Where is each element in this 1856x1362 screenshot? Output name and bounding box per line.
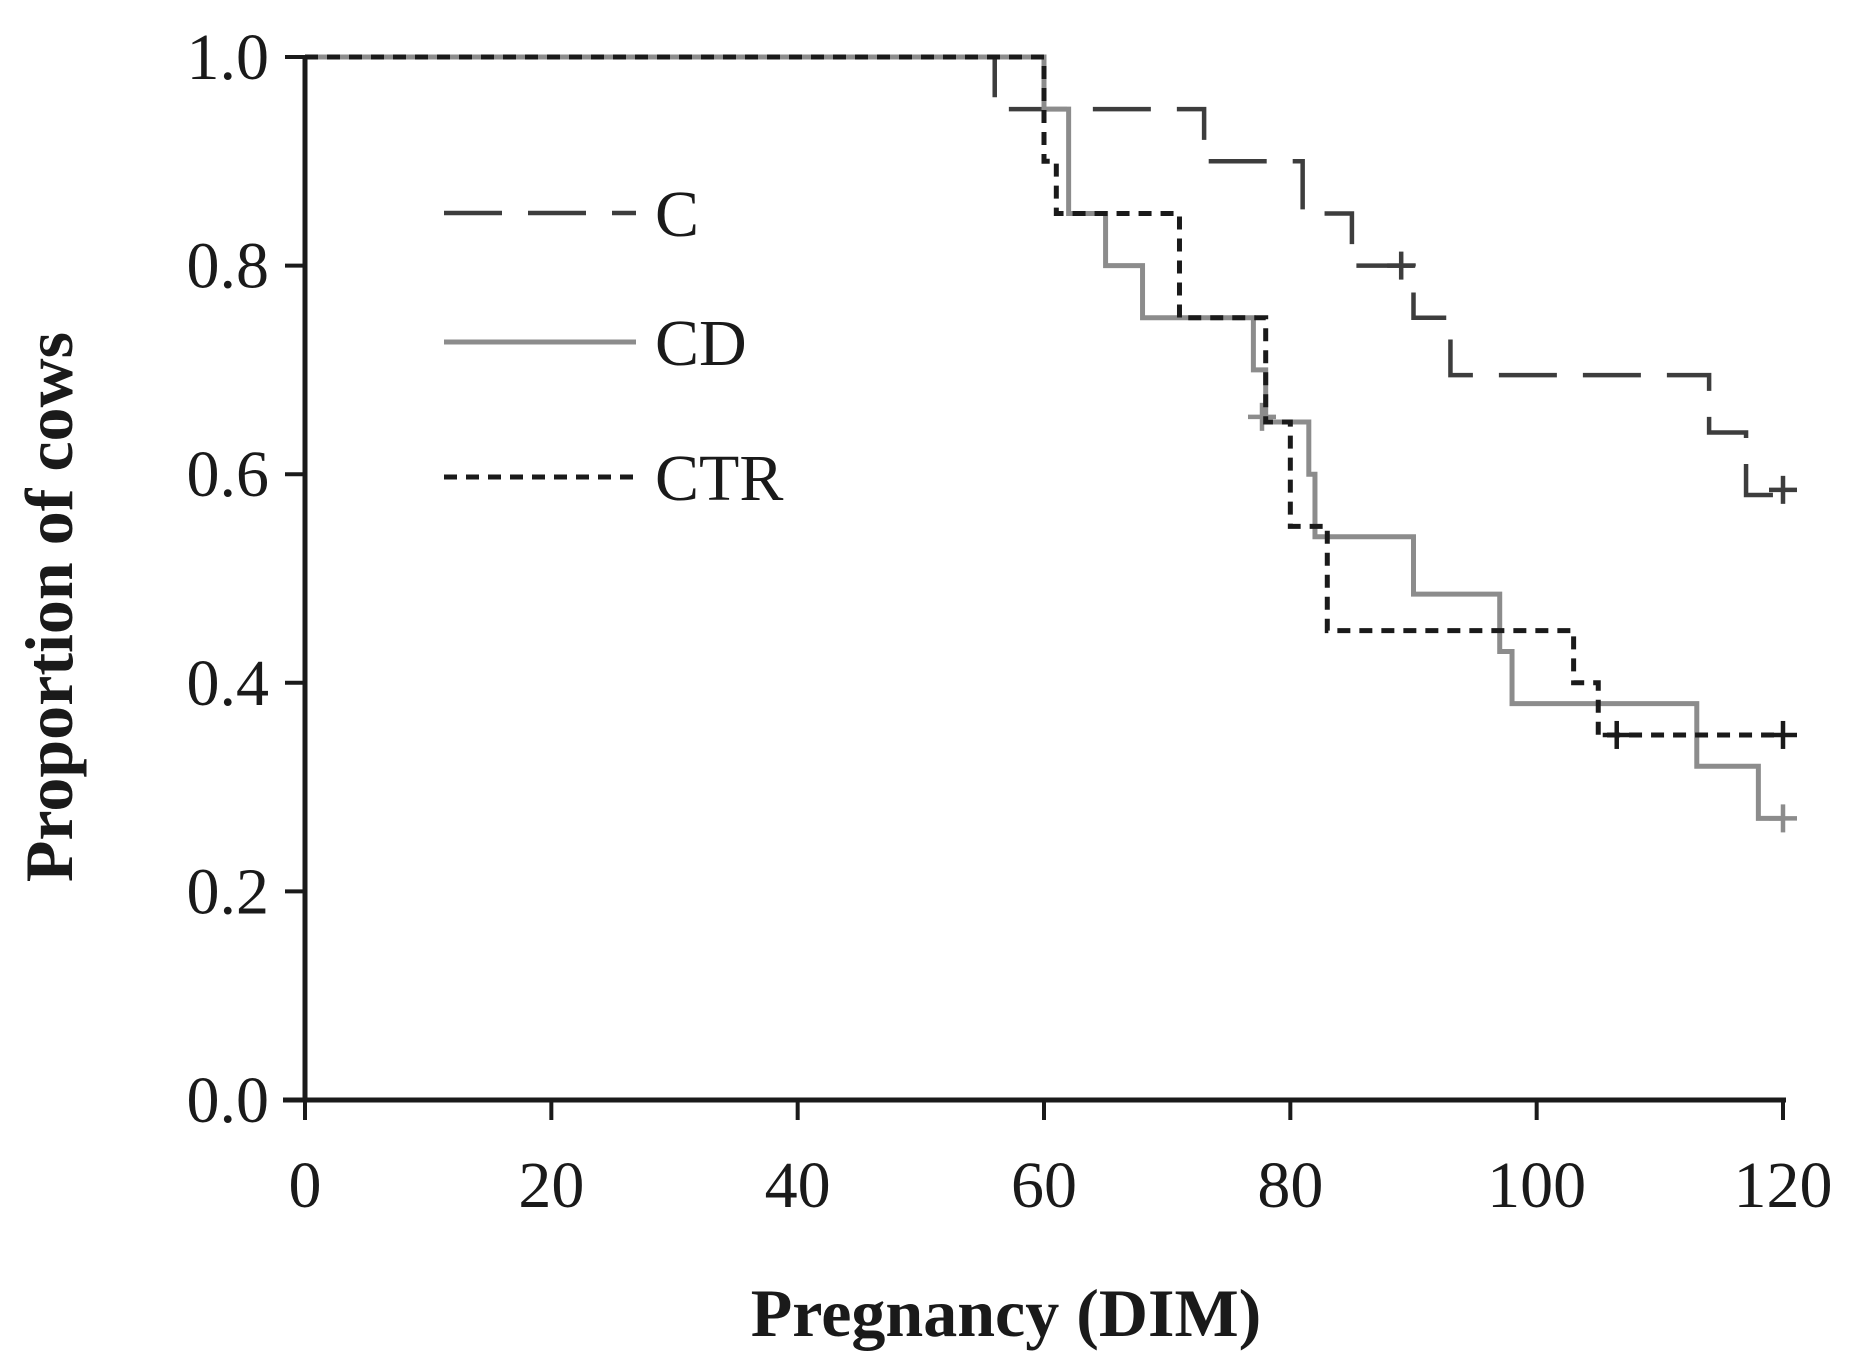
x-tick-label: 120	[1734, 1149, 1833, 1222]
y-tick-label: 0.6	[187, 438, 270, 511]
x-tick-label: 20	[518, 1149, 584, 1222]
y-tick-label: 1.0	[187, 21, 270, 94]
y-tick-label: 0.8	[187, 230, 270, 303]
legend-label-ctr: CTR	[655, 442, 783, 515]
series-line-cd	[305, 54, 1783, 821]
legend: C CD CTR	[444, 178, 783, 515]
x-axis-title: Pregnancy (DIM)	[751, 1275, 1262, 1351]
x-tick-label: 60	[1011, 1149, 1077, 1222]
legend-label-cd: CD	[655, 307, 747, 380]
x-tick-label: 100	[1487, 1149, 1586, 1222]
y-tick-label: 0.2	[187, 855, 270, 928]
x-tick-label: 80	[1257, 1149, 1323, 1222]
y-axis-title: Proportion of cows	[11, 332, 87, 882]
series-line-ctr	[305, 54, 1783, 738]
x-tick-label: 40	[765, 1149, 831, 1222]
y-tick-label: 0.4	[187, 647, 270, 720]
series-layer	[305, 54, 1797, 833]
legend-label-c: C	[655, 178, 699, 251]
x-tick-label: 0	[289, 1149, 322, 1222]
axes: 0.0 0.2 0.4 0.6 0.8 1.0 0 20 40 60 80 100 120	[187, 21, 1833, 1222]
series-line-c	[305, 54, 1783, 498]
y-tick-label: 0.0	[187, 1064, 270, 1137]
